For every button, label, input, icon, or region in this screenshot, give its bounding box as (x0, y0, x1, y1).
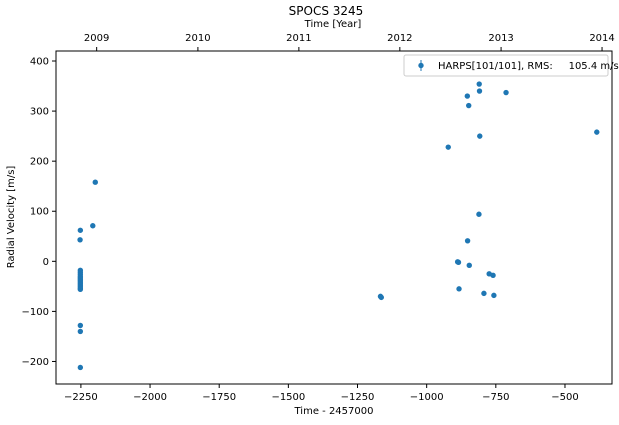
data-point (466, 102, 472, 109)
data-point (77, 322, 84, 329)
data-point (92, 179, 98, 185)
top-tick-label: 2009 (84, 33, 109, 44)
data-point (477, 133, 483, 139)
y-axis: −200 −100 0 100 200 300 400 (22, 57, 56, 368)
data-point (476, 211, 482, 217)
chart-title: SPOCS 3245 (289, 4, 364, 18)
top-tick-label: 2014 (589, 33, 614, 44)
data-point (476, 88, 483, 94)
x-tick-label: −500 (551, 392, 578, 403)
data-point (77, 328, 84, 335)
y-axis-label: Radial Velocity [m/s] (6, 166, 17, 269)
x-tick-label: −1500 (271, 392, 305, 403)
y-tick-label: 400 (30, 57, 49, 68)
data-point (77, 286, 84, 293)
bottom-x-axis: −2250 −2000 −1750 −1500 −1250 −1000 −750 −500 (64, 384, 579, 403)
top-tick-label: 2011 (286, 33, 311, 44)
data-point (466, 262, 472, 269)
top-tick-label: 2013 (488, 33, 513, 44)
top-x-axis: 2009 2010 2011 2012 2013 2014 (84, 33, 615, 51)
y-tick-label: −200 (22, 357, 49, 368)
top-axis-label: Time [Year] (304, 19, 362, 30)
data-point (77, 227, 84, 233)
legend-box (403, 54, 609, 77)
x-tick-label: −1250 (341, 392, 375, 403)
y-tick-label: 300 (30, 107, 49, 118)
data-point (77, 237, 83, 243)
data-point (445, 144, 451, 150)
data-point (490, 272, 496, 279)
y-tick-label: 200 (30, 157, 49, 168)
x-axis-label: Time - 2457000 (294, 406, 374, 417)
data-point (456, 286, 462, 292)
legend-label: HARPS[101/101], RMS: 105.4 m/s (438, 61, 619, 72)
data-point (491, 292, 497, 299)
data-point (481, 290, 487, 297)
data-points (77, 81, 600, 371)
x-tick-label: −2250 (64, 392, 98, 403)
x-tick-label: −1000 (410, 392, 444, 403)
x-tick-label: −2000 (133, 392, 167, 403)
top-tick-label: 2010 (185, 33, 210, 44)
y-tick-label: 100 (30, 207, 49, 218)
data-point (464, 238, 471, 244)
plot-frame (55, 50, 613, 385)
data-point (90, 223, 96, 229)
data-point (455, 259, 462, 266)
data-point (503, 89, 509, 96)
data-point (476, 81, 482, 87)
x-tick-label: −750 (482, 392, 509, 403)
y-tick-label: 0 (43, 257, 49, 268)
data-point (464, 93, 471, 99)
top-tick-label: 2012 (387, 33, 412, 44)
data-point (594, 129, 600, 135)
legend-marker (418, 62, 424, 69)
data-point (378, 294, 385, 301)
data-point (77, 364, 84, 371)
legend: HARPS[101/101], RMS: 105.4 m/s (403, 54, 619, 77)
y-tick-label: −100 (22, 307, 49, 318)
x-tick-label: −1750 (202, 392, 236, 403)
